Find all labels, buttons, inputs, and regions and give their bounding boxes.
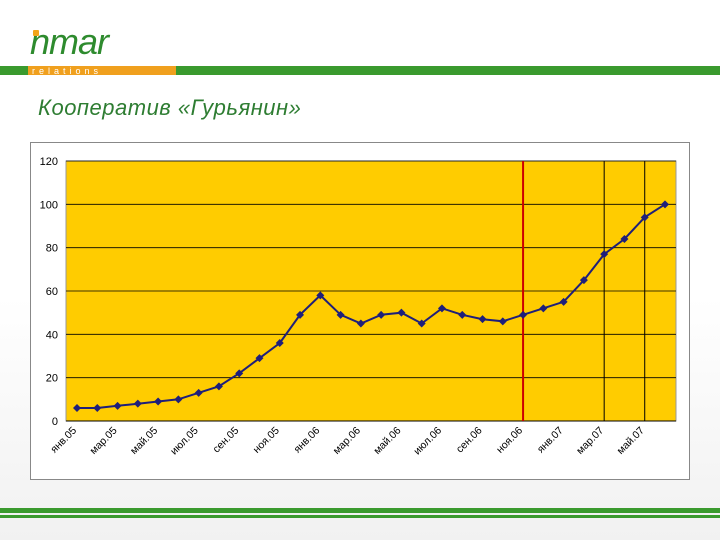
data-point [519, 310, 528, 319]
logo-text: nmar [30, 21, 109, 62]
x-tick-label: сен.05 [211, 425, 242, 456]
logo: nmar [30, 21, 109, 62]
x-tick-label: май.05 [128, 425, 160, 457]
x-tick-label: май.06 [371, 425, 403, 457]
x-tick-label: ноя.06 [494, 425, 525, 456]
x-tick-label: май.07 [615, 425, 647, 457]
data-point [255, 354, 264, 363]
data-point [600, 250, 609, 259]
logo-dot [33, 30, 39, 36]
logo-subtitle: relations [32, 66, 103, 76]
data-point [154, 397, 163, 406]
x-tick-label: мар.05 [87, 425, 119, 457]
y-tick-label: 0 [52, 416, 58, 428]
data-point [437, 304, 446, 313]
x-tick-label: мар.07 [574, 425, 606, 457]
y-tick-label: 60 [46, 286, 58, 298]
x-tick-label: мар.06 [331, 425, 363, 457]
x-tick-label: июл.05 [168, 425, 201, 458]
y-tick-label: 100 [40, 199, 58, 211]
data-point [73, 404, 81, 412]
header-band-right [176, 66, 720, 75]
data-point [478, 315, 487, 324]
x-tick-label: ноя.05 [251, 425, 282, 456]
data-point [356, 319, 365, 328]
x-tick-label: янв.05 [48, 425, 79, 456]
data-point [397, 308, 406, 317]
data-point [296, 310, 305, 319]
x-tick-label: июл.06 [411, 425, 444, 458]
page-title: Кооператив «Гурьянин» [38, 95, 302, 120]
data-point [113, 401, 122, 410]
chart-container: 0 20 40 60 80 100 120 янв.05 мар.05 май.05 июл.05 с… [30, 142, 690, 480]
data-point [214, 382, 223, 391]
data-point [93, 404, 102, 412]
header-band-orange [28, 66, 176, 75]
data-point [640, 213, 649, 222]
data-point [377, 310, 386, 319]
y-tick-label: 80 [46, 243, 58, 255]
footer-band-top [0, 508, 720, 513]
data-point [174, 395, 183, 404]
footer-band-bottom [0, 515, 720, 518]
y-tick-label: 40 [46, 329, 58, 341]
x-tick-label: янв.07 [535, 425, 566, 456]
data-point [498, 317, 507, 326]
data-point [235, 369, 244, 378]
data-point [417, 319, 426, 328]
data-point [336, 310, 345, 319]
line-chart: 0 20 40 60 80 100 120 янв.05 мар.05 май.05 июл.05 с… [40, 156, 677, 458]
data-point [559, 297, 568, 306]
data-point [539, 304, 548, 313]
y-tick-label: 20 [46, 373, 58, 385]
x-tick-label: янв.06 [292, 425, 323, 456]
data-point [579, 276, 588, 285]
data-point [620, 235, 629, 243]
data-point [316, 291, 325, 300]
y-tick-label: 120 [40, 156, 58, 168]
data-point [194, 388, 203, 397]
data-point [275, 339, 284, 347]
data-point [133, 399, 142, 408]
data-point [458, 310, 467, 319]
x-tick-label: сен.06 [454, 425, 485, 456]
header-band-left [0, 66, 28, 75]
